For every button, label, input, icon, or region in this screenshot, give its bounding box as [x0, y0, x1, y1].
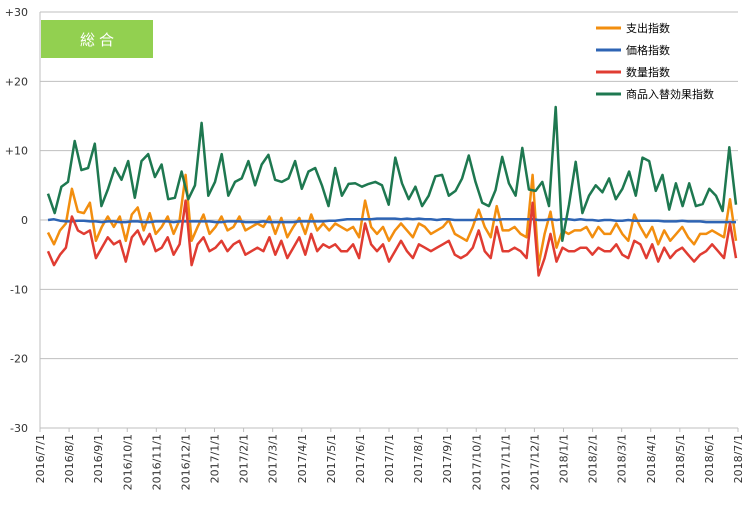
series-lines [46, 105, 738, 277]
y-tick-label: 0 [21, 214, 28, 227]
y-tick-label: +30 [5, 6, 28, 19]
x-tick-label: 2017/4/1 [296, 434, 309, 483]
x-tick-label: 2017/11/1 [499, 434, 512, 490]
x-tick-label: 2017/9/1 [441, 434, 454, 483]
series-line-1 [46, 173, 738, 267]
x-tick-label: 2017/8/1 [412, 434, 425, 483]
x-tick-label: 2018/6/1 [703, 434, 716, 483]
x-tick-label: 2016/12/1 [179, 434, 192, 490]
x-tick-label: 2017/2/1 [238, 434, 251, 483]
y-tick-label: -30 [10, 422, 28, 435]
x-tick-label: 2016/9/1 [92, 434, 105, 483]
x-tick-label: 2017/7/1 [383, 434, 396, 483]
x-tick-label: 2017/10/1 [470, 434, 483, 490]
chart-badge-box [41, 20, 153, 58]
chart-badge: 総合 [41, 20, 153, 58]
x-tick-label: 2018/4/1 [645, 434, 658, 483]
y-tick-label: -20 [10, 353, 28, 366]
series-line-2 [47, 217, 736, 224]
x-axis-ticks: 2016/7/1 2016/8/1 2016/9/1 2016/10/1 2016/11… [34, 428, 742, 490]
x-tick-label: 2016/10/1 [121, 434, 134, 490]
y-tick-label: +10 [5, 145, 28, 158]
y-axis-ticks: +30 +20 +10 0 -10 -20 -30 [5, 6, 28, 435]
x-tick-label: 2016/11/1 [150, 434, 163, 490]
legend-label: 価格指数 [626, 43, 670, 57]
series-line-3 [46, 199, 738, 277]
x-tick-label: 2018/2/1 [587, 434, 600, 483]
x-tick-label: 2017/3/1 [267, 434, 280, 483]
x-tick-label: 2016/7/1 [34, 434, 47, 483]
legend-label: 数量指数 [626, 65, 670, 79]
y-tick-label: -10 [10, 283, 28, 296]
x-tick-label: 2018/5/1 [674, 434, 687, 483]
x-tick-label: 2018/7/1 [732, 434, 742, 483]
x-tick-label: 2018/1/1 [558, 434, 571, 483]
x-tick-label: 2018/3/1 [616, 434, 629, 483]
x-tick-label: 2016/8/1 [63, 434, 76, 483]
x-tick-label: 2017/5/1 [325, 434, 338, 483]
y-tick-label: +20 [5, 75, 28, 88]
legend-label: 商品入替効果指数 [626, 87, 714, 101]
x-tick-label: 2017/1/1 [209, 434, 222, 483]
chart-badge-label: 総合 [80, 31, 118, 49]
x-tick-label: 2017/6/1 [354, 434, 367, 483]
legend-label: 支出指数 [626, 21, 670, 35]
x-tick-label: 2017/12/1 [528, 434, 541, 490]
series-line-4 [46, 105, 738, 243]
